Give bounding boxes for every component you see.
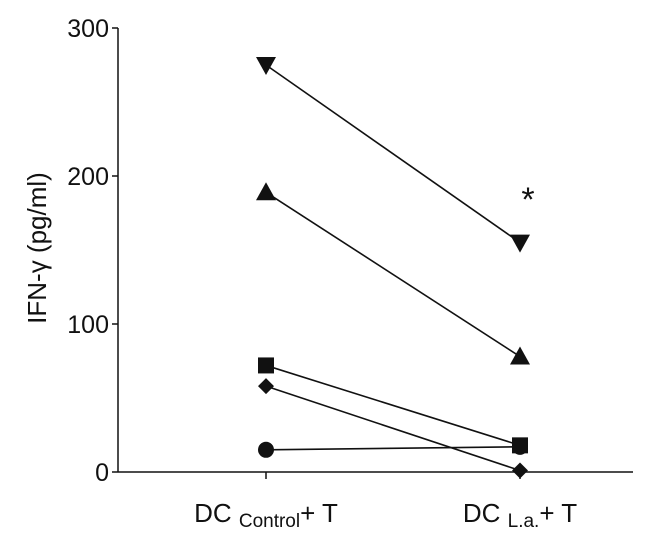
series-lines: [265, 64, 521, 472]
y-tick-label: 200: [67, 163, 109, 191]
data-point-square: [258, 357, 274, 374]
y-axis-title: IFN-γ (pg/ml): [22, 172, 52, 324]
data-point-diamond: [512, 462, 528, 479]
data-point-circle: [512, 438, 528, 455]
y-tick-label: 100: [67, 311, 109, 339]
category-subscript: L.a.: [508, 511, 540, 532]
x-category-label: DC L.a.+ T: [463, 498, 577, 532]
data-point-triangle-down: [256, 57, 276, 75]
data-point-circle: [258, 441, 274, 458]
data-point-diamond: [258, 378, 274, 395]
series-line-circle: [265, 446, 521, 451]
data-point-triangle-up: [510, 346, 530, 365]
series-line-diamond: [265, 385, 521, 472]
category-main: DC: [463, 498, 508, 528]
y-tick-label: 0: [95, 459, 109, 487]
category-main: DC: [194, 498, 239, 528]
x-category-label: DC Control+ T: [194, 498, 338, 532]
series-markers: [256, 57, 530, 479]
category-subscript: Control: [239, 511, 300, 532]
series-line-square: [265, 364, 521, 447]
y-tick-labels: 0 100 200 300: [67, 15, 109, 487]
annotations: *: [521, 181, 534, 219]
x-category-labels: DC Control+ T DC L.a.+ T: [194, 498, 577, 532]
y-tick-label: 300: [67, 15, 109, 43]
data-point-triangle-down: [510, 234, 530, 253]
series-line-triangle-down: [265, 64, 521, 244]
series-line-triangle-up: [265, 191, 521, 358]
category-tail: + T: [539, 498, 577, 528]
category-tail: + T: [300, 498, 338, 528]
significance-marker: *: [521, 181, 534, 219]
axes: [112, 27, 633, 479]
data-point-triangle-up: [256, 182, 276, 201]
